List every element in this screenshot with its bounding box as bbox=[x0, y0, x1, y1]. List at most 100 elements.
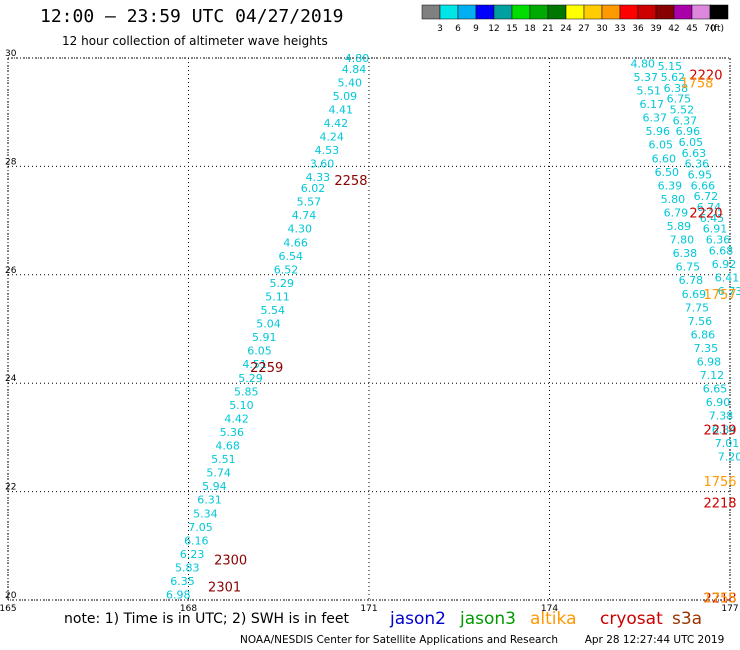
swh-value-point: 4.66 bbox=[283, 236, 308, 249]
swh-value-point: 5.94 bbox=[202, 480, 227, 493]
color-scale-label: 24 bbox=[560, 24, 572, 34]
color-scale-swatch bbox=[439, 4, 459, 20]
units-note: note: 1) Time is in UTC; 2) SWH is in fe… bbox=[64, 611, 350, 627]
wave-height-points: 4.804.845.405.094.414.424.244.533.604.33… bbox=[166, 52, 740, 602]
swh-value-point: 7.20 bbox=[718, 450, 740, 463]
color-scale-swatch bbox=[457, 4, 477, 20]
swh-value-point: 6.73 bbox=[718, 285, 740, 298]
swh-value-point: 5.04 bbox=[256, 318, 281, 331]
swh-value-point: 5.09 bbox=[333, 90, 358, 103]
color-scale-swatch bbox=[637, 4, 657, 20]
legend-jason3: jason3 bbox=[460, 609, 516, 629]
color-scale-label: 12 bbox=[488, 24, 499, 34]
swh-value-point: 6.98 bbox=[697, 356, 722, 369]
legend-jason2-label: jason2 bbox=[390, 609, 446, 629]
grid-lines bbox=[7, 57, 731, 601]
color-scale-swatch bbox=[619, 4, 639, 20]
swh-value-point: 6.36 bbox=[685, 158, 710, 171]
color-scale-label: 6 bbox=[455, 24, 461, 34]
swh-value-point: 4.68 bbox=[215, 440, 240, 453]
swh-value-point: 7.01 bbox=[715, 437, 740, 450]
swh-value-point: 6.39 bbox=[658, 179, 683, 192]
swh-value-point: 5.29 bbox=[238, 372, 263, 385]
y-tick-label: 24 bbox=[5, 374, 17, 384]
swh-value-point: 6.05 bbox=[679, 136, 704, 149]
color-scale-label: 45 bbox=[686, 24, 697, 34]
color-scale-label: 70 bbox=[704, 24, 716, 34]
pass-time-label: 2220 bbox=[689, 68, 722, 83]
swh-value-point: 5.62 bbox=[661, 71, 686, 84]
swh-value-point: 6.05 bbox=[247, 345, 272, 358]
swh-value-point: 6.41 bbox=[715, 272, 740, 285]
color-scale-label: 30 bbox=[596, 24, 608, 34]
swh-value-point: 6.66 bbox=[691, 179, 716, 192]
swh-value-point: 5.51 bbox=[637, 85, 662, 98]
swh-value-point: 4.80 bbox=[631, 57, 656, 70]
pass-time-label: 2259 bbox=[250, 361, 283, 376]
color-scale-swatch bbox=[673, 4, 693, 20]
swh-value-point: 5.54 bbox=[260, 304, 285, 317]
swh-value-point: 6.92 bbox=[712, 258, 737, 271]
swh-value-point: 6.68 bbox=[709, 244, 734, 257]
color-scale-bar: 3 6 9 12 15 18 21 24 27 30 33 36 39 42 45 70(ft) bbox=[421, 4, 729, 34]
swh-value-point: 7.75 bbox=[685, 301, 710, 314]
swh-value-point: 7.05 bbox=[188, 521, 213, 534]
swh-value-point: 4.30 bbox=[288, 223, 313, 236]
swh-value-point: 6.90 bbox=[706, 396, 731, 409]
legend-cryosat: cryosat bbox=[600, 609, 663, 629]
swh-value-point: 4.53 bbox=[315, 144, 340, 157]
x-tick-label: 165 bbox=[0, 604, 17, 614]
color-scale-label: 39 bbox=[650, 24, 662, 34]
color-scale-label: 3 bbox=[437, 24, 443, 34]
color-scale-swatch bbox=[691, 4, 711, 20]
x-tick-label: 168 bbox=[180, 604, 197, 614]
color-scale-label: 42 bbox=[668, 24, 679, 34]
generated-timestamp: Apr 28 12:27:44 UTC 2019 bbox=[584, 634, 725, 646]
swh-value-point: 6.60 bbox=[652, 152, 677, 165]
swh-value-point: 6.31 bbox=[197, 494, 222, 507]
swh-value-point: 4.42 bbox=[324, 117, 349, 130]
swh-value-point: 6.96 bbox=[676, 125, 701, 138]
swh-value-point: 5.40 bbox=[337, 76, 362, 89]
swh-value-point: 6.35 bbox=[170, 575, 195, 588]
pass-time-label: 2218 bbox=[703, 591, 736, 606]
color-scale-swatch bbox=[475, 4, 495, 20]
color-scale-swatch bbox=[511, 4, 531, 20]
axis-tick-labels: 165 168 171 174 177 20 22 24 26 28 30 bbox=[0, 49, 739, 614]
swh-value-point: 5.89 bbox=[667, 220, 692, 233]
swh-value-point: 5.57 bbox=[297, 196, 322, 209]
swh-value-point: 5.11 bbox=[265, 290, 290, 303]
x-tick-label: 174 bbox=[541, 604, 558, 614]
pass-time-label: 1756 bbox=[703, 475, 736, 490]
color-scale-swatch bbox=[601, 4, 621, 20]
swh-value-point: 4.74 bbox=[292, 209, 317, 222]
swh-value-point: 6.86 bbox=[691, 328, 716, 341]
color-scale-swatch bbox=[709, 4, 729, 20]
chart-subtitle: 12 hour collection of altimeter wave hei… bbox=[62, 34, 328, 48]
swh-value-point: 6.79 bbox=[664, 206, 689, 219]
swh-value-point: 6.45 bbox=[700, 212, 725, 225]
x-tick-label: 171 bbox=[360, 604, 377, 614]
swh-value-point: 6.52 bbox=[274, 263, 299, 276]
swh-value-point: 6.36 bbox=[706, 234, 731, 247]
swh-value-point: 5.83 bbox=[175, 561, 200, 574]
swh-value-point: 5.37 bbox=[634, 71, 659, 84]
color-scale-label: 33 bbox=[614, 24, 625, 34]
swh-value-point: 5.10 bbox=[229, 399, 254, 412]
swh-value-point: 6.75 bbox=[676, 261, 701, 274]
swh-value-point: 5.34 bbox=[193, 507, 218, 520]
swh-value-point: 6.37 bbox=[673, 114, 698, 127]
color-scale-swatch bbox=[421, 4, 441, 20]
pass-time-label: 1758 bbox=[680, 76, 713, 91]
swh-value-point: 4.33 bbox=[306, 171, 331, 184]
footer-credit: NOAA/NESDIS Center for Satellite Applica… bbox=[240, 634, 724, 646]
swh-value-point: 4.80 bbox=[345, 52, 370, 65]
legend-s3a-label: s3a bbox=[672, 609, 703, 629]
swh-value-point: 4.42 bbox=[224, 412, 249, 425]
color-scale-swatch bbox=[529, 4, 549, 20]
swh-value-point: 6.74 bbox=[697, 201, 722, 214]
color-scale-swatch bbox=[493, 4, 513, 20]
y-tick-label: 22 bbox=[5, 483, 16, 493]
color-scale-swatch bbox=[565, 4, 585, 20]
